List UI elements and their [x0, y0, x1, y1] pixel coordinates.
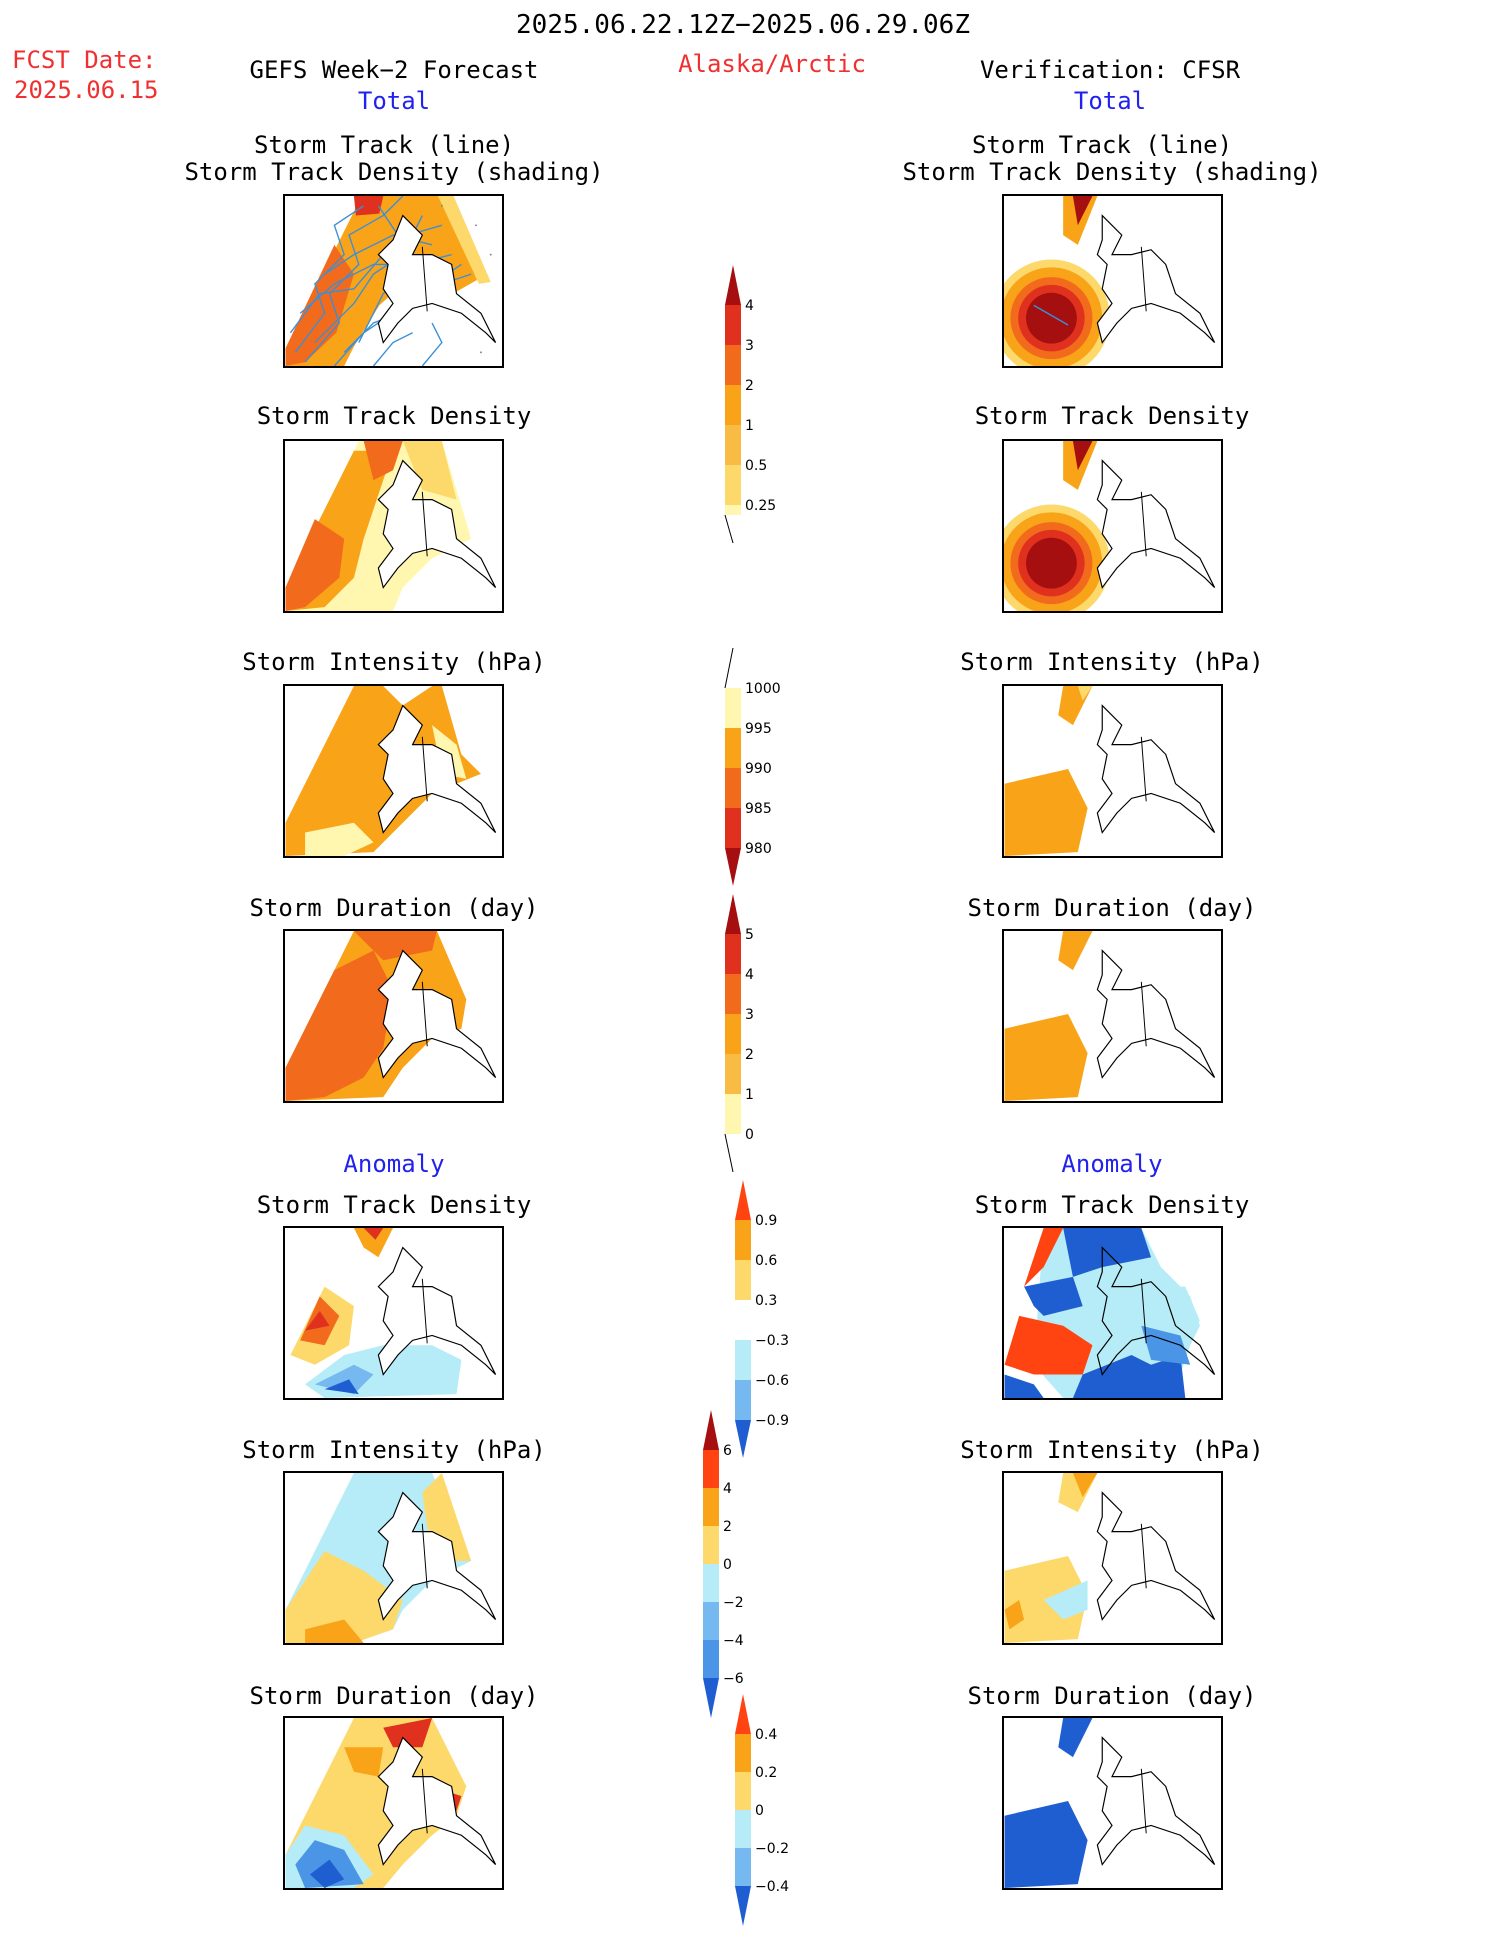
tick-intensity-980: 980: [745, 841, 772, 857]
title-track-line-left: Storm Track (line): [253, 131, 515, 159]
title-density-anom-right: Storm Track Density: [974, 1191, 1250, 1219]
fcst-date-label: FCST Date:: [12, 46, 157, 74]
tick-intensity-anom-4: 4: [723, 1481, 732, 1497]
map-cfsr-density: [1002, 439, 1223, 613]
map-gefs-track: [283, 194, 504, 368]
section-total-right: Total: [1073, 87, 1147, 115]
section-total-left: Total: [357, 87, 431, 115]
colorbar-intensity: 1000 995 990 985 980: [724, 647, 805, 892]
tick-duration-5: 5: [745, 927, 754, 943]
tick-intensity-anom-neg-2: −2: [723, 1595, 744, 1611]
tick-duration-anom-0: 0: [755, 1803, 764, 1819]
tick-density-2: 2: [745, 378, 754, 394]
tick-duration-2: 2: [745, 1047, 754, 1063]
map-cfsr-intensity: [1002, 684, 1223, 858]
map-gefs-density-anomaly: [283, 1226, 504, 1400]
tick-duration-1: 1: [745, 1087, 754, 1103]
title-intensity-anom-right: Storm Intensity (hPa): [960, 1436, 1264, 1464]
map-gefs-intensity: [283, 684, 504, 858]
tick-intensity-1000: 1000: [745, 681, 781, 697]
tick-density-3: 3: [745, 338, 754, 354]
map-gefs-density: [283, 439, 504, 613]
tick-density-anom-neg-0-9: −0.9: [755, 1413, 789, 1429]
section-anomaly-right: Anomaly: [1061, 1150, 1163, 1178]
title-density-left: Storm Track Density: [256, 402, 532, 430]
title-duration-left: Storm Duration (day): [249, 894, 539, 922]
tick-intensity-990: 990: [745, 761, 772, 777]
tick-intensity-anom-2: 2: [723, 1519, 732, 1535]
colorbar-density-anomaly: 0.9 0.6 0.3 −0.3 −0.6 −0.9: [735, 1180, 815, 1464]
tick-density-anom-0-3: 0.3: [755, 1293, 777, 1309]
title-intensity-left: Storm Intensity (hPa): [242, 648, 546, 676]
title-intensity-right: Storm Intensity (hPa): [960, 648, 1264, 676]
date-range-title: 2025.06.22.12Z−2025.06.29.06Z: [516, 10, 970, 40]
tick-density-0-25: 0.25: [745, 498, 776, 514]
tick-density-1: 1: [745, 418, 754, 434]
tick-duration-3: 3: [745, 1007, 754, 1023]
map-cfsr-duration-anomaly: [1002, 1716, 1223, 1890]
tick-density-4: 4: [745, 298, 754, 314]
title-duration-anom-left: Storm Duration (day): [249, 1682, 539, 1710]
tick-density-anom-neg-0-6: −0.6: [755, 1373, 789, 1389]
map-gefs-intensity-anomaly: [283, 1471, 504, 1645]
verification-title: Verification: CFSR: [979, 56, 1241, 84]
title-density-right: Storm Track Density: [974, 402, 1250, 430]
map-cfsr-intensity-anomaly: [1002, 1471, 1223, 1645]
fcst-date-value: 2025.06.15: [14, 76, 159, 104]
tick-intensity-995: 995: [745, 721, 772, 737]
tick-duration-anom-0-2: 0.2: [755, 1765, 777, 1781]
tick-intensity-anom-neg-4: −4: [723, 1633, 744, 1649]
tick-density-anom-0-9: 0.9: [755, 1213, 777, 1229]
colorbar-duration-anomaly: 0.4 0.2 0 −0.2 −0.4: [735, 1694, 815, 1938]
title-track-line-right: Storm Track (line): [971, 131, 1233, 159]
map-gefs-duration-anomaly: [283, 1716, 504, 1890]
tick-intensity-anom-neg-6: −6: [723, 1671, 744, 1687]
tick-intensity-anom-6: 6: [723, 1443, 732, 1459]
section-anomaly-left: Anomaly: [343, 1150, 445, 1178]
title-track-shading-right: Storm Track Density (shading): [902, 158, 1322, 186]
tick-intensity-985: 985: [745, 801, 772, 817]
colorbar-density: 4 3 2 1 0.5 0.25: [724, 265, 805, 549]
tick-density-anom-0-6: 0.6: [755, 1253, 777, 1269]
colorbar-duration: 5 4 3 2 1 0: [724, 894, 805, 1178]
region-title: Alaska/Arctic: [678, 50, 866, 78]
title-density-anom-left: Storm Track Density: [256, 1191, 532, 1219]
tick-duration-anom-neg-0-2: −0.2: [755, 1841, 789, 1857]
tick-density-0-5: 0.5: [745, 458, 767, 474]
title-intensity-anom-left: Storm Intensity (hPa): [242, 1436, 546, 1464]
tick-duration-anom-0-4: 0.4: [755, 1727, 777, 1743]
map-cfsr-track: [1002, 194, 1223, 368]
title-duration-anom-right: Storm Duration (day): [967, 1682, 1257, 1710]
colorbar-intensity-anomaly: 6 4 2 0 −2 −4 −6: [703, 1410, 783, 1734]
map-cfsr-duration: [1002, 929, 1223, 1103]
forecast-title: GEFS Week−2 Forecast: [249, 56, 539, 84]
tick-duration-anom-neg-0-4: −0.4: [755, 1879, 789, 1895]
map-gefs-duration: [283, 929, 504, 1103]
title-track-shading-left: Storm Track Density (shading): [184, 158, 604, 186]
title-duration-right: Storm Duration (day): [967, 894, 1257, 922]
tick-density-anom-neg-0-3: −0.3: [755, 1333, 789, 1349]
map-cfsr-density-anomaly: [1002, 1226, 1223, 1400]
tick-duration-4: 4: [745, 967, 754, 983]
tick-duration-0: 0: [745, 1127, 754, 1143]
tick-intensity-anom-0: 0: [723, 1557, 732, 1573]
